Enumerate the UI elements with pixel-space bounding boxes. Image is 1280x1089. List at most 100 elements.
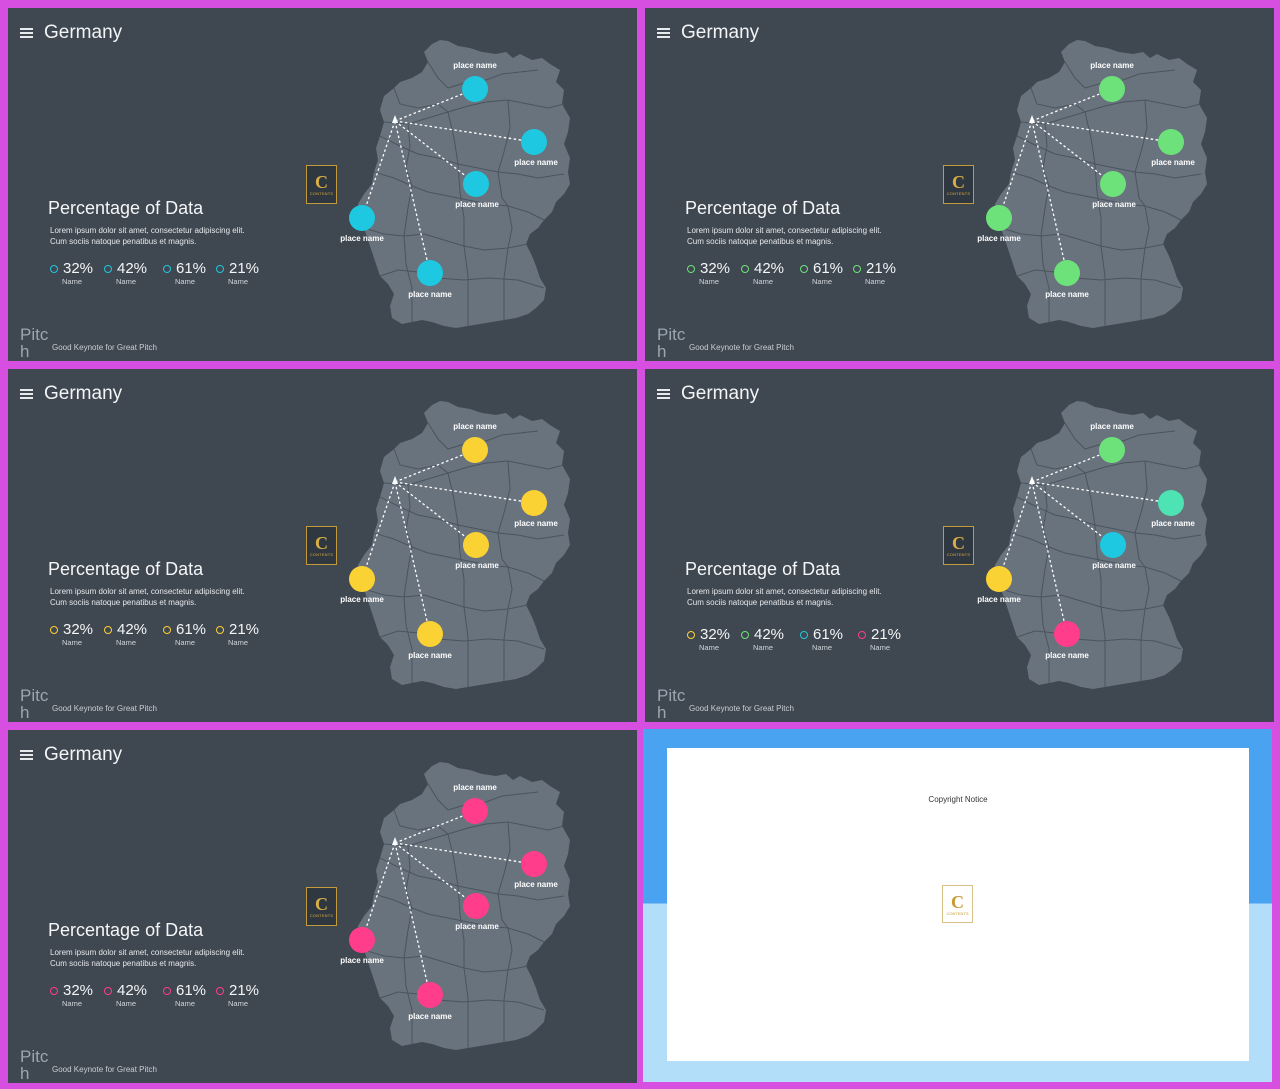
connector-line xyxy=(394,449,476,483)
connector-line xyxy=(394,88,476,122)
place-marker[interactable] xyxy=(521,490,547,516)
state-border xyxy=(403,123,413,322)
place-name-label: place name xyxy=(1151,158,1195,167)
stat-value: 42% xyxy=(117,260,148,277)
stat-value: 61% xyxy=(176,260,207,277)
legend-dot-icon xyxy=(216,265,224,273)
place-marker[interactable] xyxy=(1099,437,1125,463)
place-marker[interactable] xyxy=(463,171,489,197)
place-marker[interactable] xyxy=(986,205,1012,231)
place-marker[interactable] xyxy=(417,260,443,286)
section-heading: Percentage of Data xyxy=(48,559,204,579)
state-border xyxy=(1010,171,1182,221)
stat-name: Name xyxy=(699,643,720,652)
place-marker[interactable] xyxy=(462,437,488,463)
state-border xyxy=(373,171,545,221)
connector-line xyxy=(394,120,535,143)
legend-dot-icon xyxy=(741,631,749,639)
place-marker[interactable] xyxy=(1100,171,1126,197)
state-border xyxy=(1000,588,1166,612)
state-border xyxy=(1134,460,1150,681)
stat-name: Name xyxy=(62,638,83,647)
stat-value: 21% xyxy=(229,621,260,638)
logo-text: CONTENTS xyxy=(309,552,334,557)
menu-icon[interactable] xyxy=(657,27,671,39)
hub-pin-icon xyxy=(392,837,398,845)
stat-name: Name xyxy=(753,277,774,286)
place-marker[interactable] xyxy=(463,532,489,558)
map-slide: Germany place name place name place name pla… xyxy=(8,730,637,1083)
state-border xyxy=(363,588,529,612)
slide-title: Germany xyxy=(44,383,123,404)
stat-value: 32% xyxy=(63,260,94,277)
menu-icon[interactable] xyxy=(20,749,34,761)
stat-value: 21% xyxy=(871,626,902,643)
logo-letter: C xyxy=(951,891,964,912)
connector-line xyxy=(1031,120,1068,274)
stat-name: Name xyxy=(116,277,137,286)
legend-dot-icon xyxy=(50,987,58,995)
germany-map: place name place name place name place name… xyxy=(977,40,1207,328)
description: Lorem ipsum dolor sit amet, consectetur … xyxy=(50,225,280,247)
stat-name: Name xyxy=(62,277,83,286)
place-marker[interactable] xyxy=(1158,490,1184,516)
connector-line xyxy=(998,120,1033,219)
place-name-label: place name xyxy=(455,561,499,570)
copyright-paper: Copyright Notice C CONTENTS xyxy=(667,748,1249,1061)
connector-line xyxy=(361,481,396,580)
state-border xyxy=(393,448,449,474)
menu-icon[interactable] xyxy=(657,388,671,400)
place-marker[interactable] xyxy=(349,205,375,231)
place-marker[interactable] xyxy=(349,566,375,592)
place-marker[interactable] xyxy=(521,851,547,877)
logo-letter: C xyxy=(315,894,328,914)
place-name-label: place name xyxy=(453,61,497,70)
place-marker[interactable] xyxy=(1100,532,1126,558)
place-marker[interactable] xyxy=(986,566,1012,592)
place-marker[interactable] xyxy=(349,927,375,953)
stat-name: Name xyxy=(812,277,833,286)
legend-dot-icon xyxy=(858,631,866,639)
place-marker[interactable] xyxy=(463,893,489,919)
place-marker[interactable] xyxy=(1054,260,1080,286)
place-marker[interactable] xyxy=(417,621,443,647)
place-marker[interactable] xyxy=(1054,621,1080,647)
tagline: Good Keynote for Great Pitch xyxy=(52,1065,157,1074)
place-marker[interactable] xyxy=(1158,129,1184,155)
connector-line xyxy=(1031,481,1068,635)
place-marker[interactable] xyxy=(521,129,547,155)
place-name-label: place name xyxy=(455,922,499,931)
stat-value: 42% xyxy=(117,621,148,638)
brand-logo: C CONTENTS xyxy=(306,887,337,926)
legend-dot-icon xyxy=(853,265,861,273)
place-name-label: place name xyxy=(453,783,497,792)
legend-dot-icon xyxy=(800,265,808,273)
legend-dot-icon xyxy=(163,265,171,273)
logo-letter: C xyxy=(315,533,328,553)
connector-line xyxy=(394,481,477,546)
stat-value: 21% xyxy=(866,260,897,277)
menu-icon[interactable] xyxy=(20,27,34,39)
legend-dot-icon xyxy=(163,987,171,995)
place-marker[interactable] xyxy=(462,798,488,824)
logo-letter: C xyxy=(952,172,965,192)
menu-icon[interactable] xyxy=(20,388,34,400)
place-marker[interactable] xyxy=(417,982,443,1008)
slide-header: Germany xyxy=(20,22,122,44)
slide-header: Germany xyxy=(657,383,759,405)
brand-wordmark: Pitch xyxy=(20,1047,49,1083)
place-marker[interactable] xyxy=(462,76,488,102)
stat-value: 32% xyxy=(700,260,731,277)
connector-line xyxy=(394,842,431,996)
hub-pin-icon xyxy=(1029,115,1035,123)
stat-name: Name xyxy=(865,277,886,286)
state-border xyxy=(1134,99,1150,320)
stat-value: 42% xyxy=(117,982,148,999)
brand-logo: C CONTENTS xyxy=(306,165,337,204)
connector-line xyxy=(394,481,535,504)
place-marker[interactable] xyxy=(1099,76,1125,102)
germany-map: place name place name place name place name… xyxy=(340,762,570,1050)
connector-line xyxy=(998,481,1033,580)
stat-value: 32% xyxy=(63,982,94,999)
copyright-title: Copyright Notice xyxy=(928,795,988,804)
